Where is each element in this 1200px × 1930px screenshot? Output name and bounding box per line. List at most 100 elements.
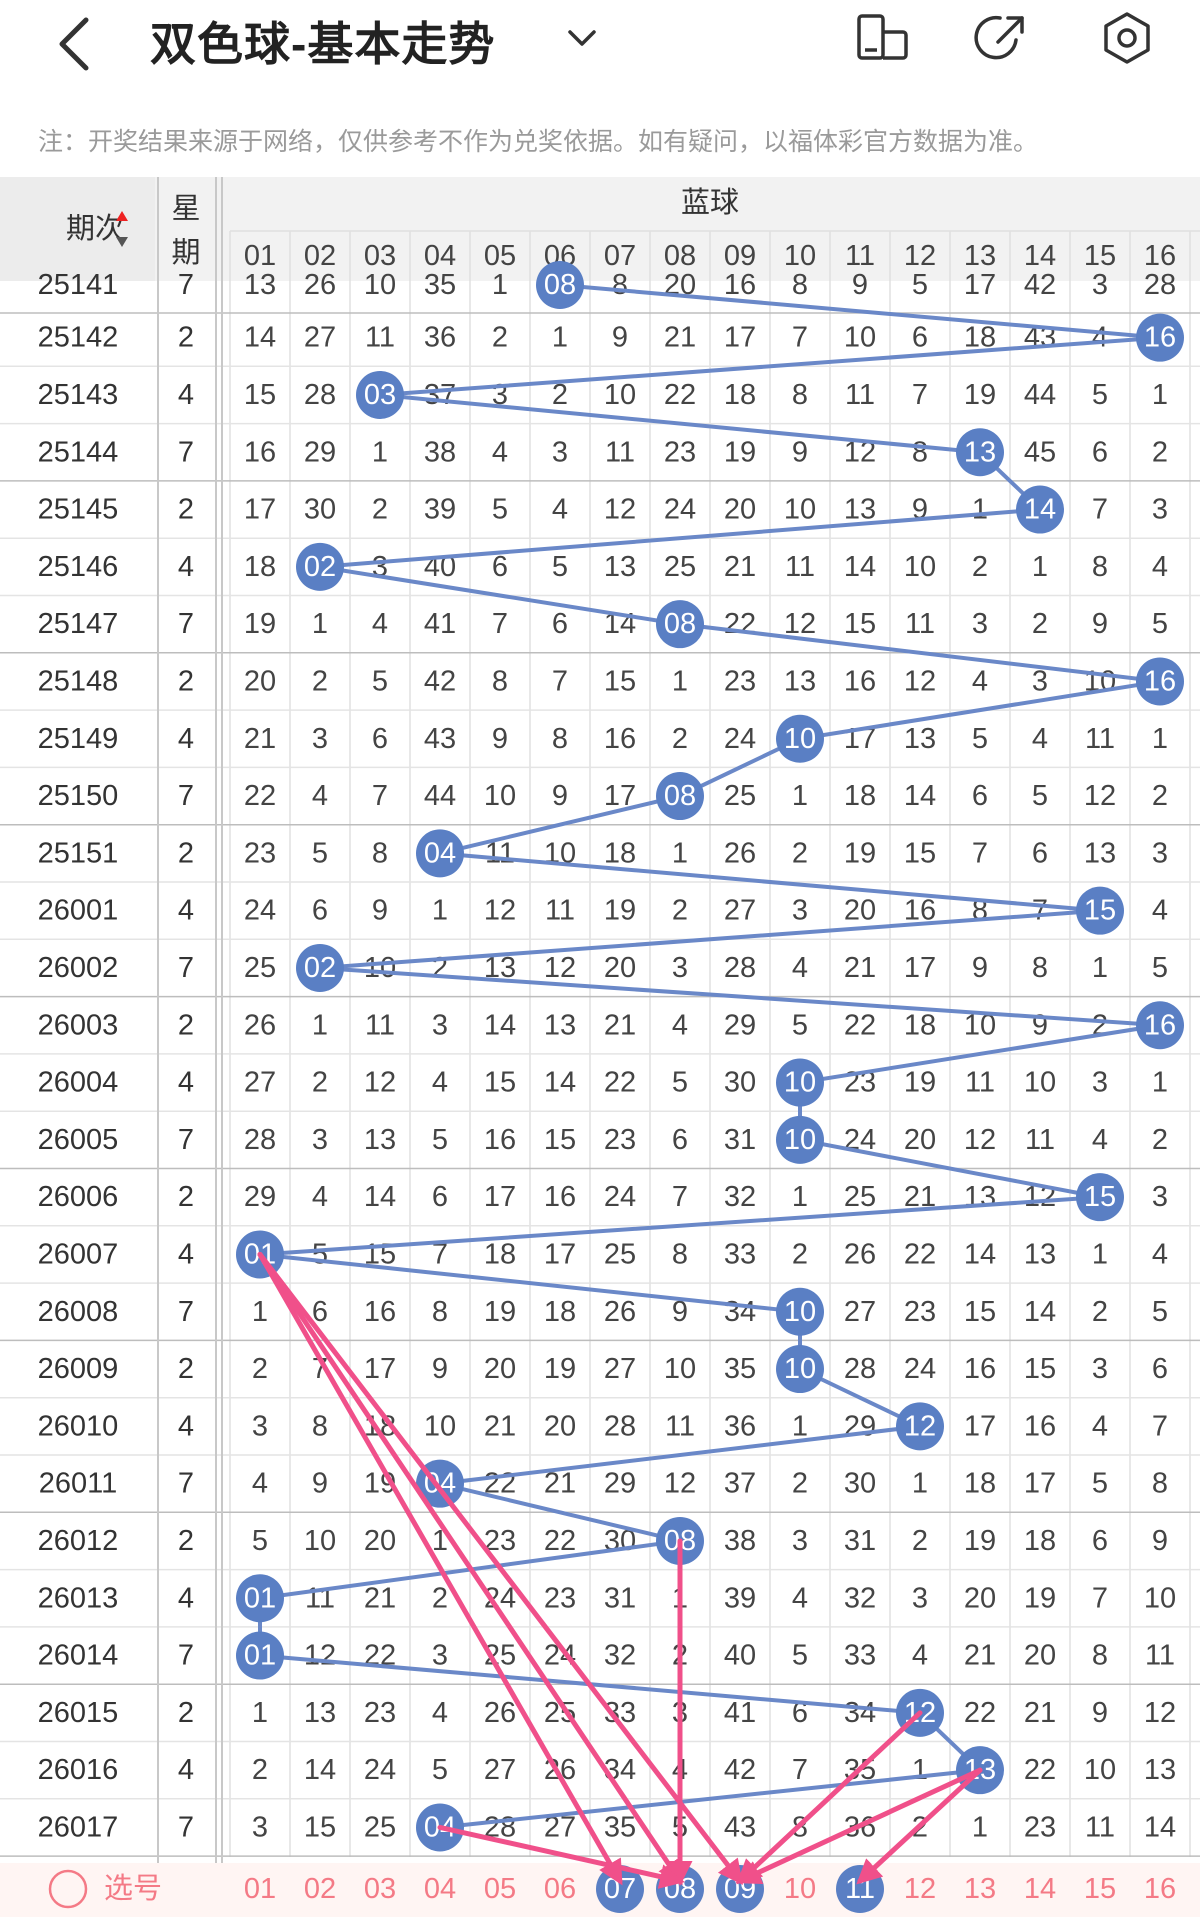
select-number-04[interactable]: 04 [424,1873,456,1905]
miss-cell: 12 [964,1124,996,1156]
miss-cell: 7 [912,379,928,411]
page-title[interactable]: 双色球-基本走势 [150,18,496,70]
issue-cell: 25149 [38,723,119,755]
miss-cell: 17 [904,952,936,984]
miss-cell: 5 [792,1640,808,1672]
miss-cell: 10 [604,379,636,411]
chevron-down-icon[interactable] [562,18,602,58]
miss-cell: 19 [604,895,636,927]
issue-column-header: 期次 [66,212,124,245]
issue-cell: 26013 [38,1582,119,1614]
miss-cell: 33 [724,1238,756,1270]
miss-cell: 2 [972,551,988,583]
miss-cell: 19 [484,1296,516,1328]
miss-cell: 10 [304,1525,336,1557]
miss-cell: 22 [724,608,756,640]
miss-cell: 4 [492,436,508,468]
miss-cell: 9 [1032,1009,1048,1041]
selected-ball-11[interactable]: 11 [836,1865,884,1913]
miss-cell: 18 [244,551,276,583]
miss-cell: 14 [964,1238,996,1270]
miss-cell: 23 [364,1697,396,1729]
blue-ball-number: 16 [1144,1009,1176,1041]
miss-cell: 17 [244,494,276,526]
miss-cell: 12 [544,952,576,984]
select-circle-icon[interactable] [48,1869,88,1909]
miss-cell: 4 [432,1067,448,1099]
miss-cell: 1 [1032,551,1048,583]
select-number-01[interactable]: 01 [244,1873,276,1905]
select-number-02[interactable]: 02 [304,1873,336,1905]
week-cell: 4 [178,1754,194,1786]
share-icon[interactable] [974,10,1030,66]
miss-cell: 10 [664,1353,696,1385]
miss-cell: 32 [724,1181,756,1213]
miss-cell: 22 [544,1525,576,1557]
miss-cell: 16 [844,665,876,697]
select-number-13[interactable]: 13 [964,1873,996,1905]
select-number-14[interactable]: 14 [1024,1873,1056,1905]
back-arrow-icon[interactable] [48,14,108,74]
miss-cell: 8 [792,269,808,301]
miss-cell: 12 [1084,780,1116,812]
miss-cell: 11 [665,1410,695,1442]
miss-cell: 35 [604,1811,636,1843]
miss-cell: 5 [1152,1296,1168,1328]
annotation-arrow [437,1824,685,1889]
blue-ball: 16 [1136,1001,1184,1050]
miss-cell: 3 [792,1525,808,1557]
select-number-06[interactable]: 06 [544,1873,576,1905]
table-row: 26002 7 25 10 2 13 12 20 3 28 4 21 17 9 8 1 5 [38,952,1168,984]
phone-rotate-icon[interactable] [855,10,911,66]
miss-cell: 20 [844,895,876,927]
miss-cell: 38 [724,1525,756,1557]
miss-cell: 24 [604,1181,636,1213]
select-number-15[interactable]: 15 [1084,1873,1116,1905]
miss-cell: 22 [904,1238,936,1270]
miss-cell: 44 [1024,379,1056,411]
miss-cell: 27 [724,895,756,927]
miss-cell: 3 [432,1640,448,1672]
miss-cell: 20 [484,1353,516,1385]
miss-cell: 18 [544,1296,576,1328]
miss-cell: 5 [552,551,568,583]
table-row: 25151 2 23 5 8 11 10 18 1 26 2 19 15 7 6 13 3 [38,837,1168,869]
annotation-arrow [736,1710,923,1885]
miss-cell: 7 [1092,1582,1108,1614]
select-number-12[interactable]: 12 [904,1873,936,1905]
miss-cell: 1 [672,837,688,869]
blue-ball-number: 10 [784,1124,816,1156]
miss-cell: 8 [492,665,508,697]
miss-cell: 5 [492,494,508,526]
miss-cell: 21 [964,1640,996,1672]
miss-cell: 4 [312,780,328,812]
miss-cell: 14 [544,1067,576,1099]
miss-cell: 11 [845,379,875,411]
miss-cell: 1 [312,608,328,640]
settings-icon[interactable] [1099,10,1155,66]
miss-cell: 19 [964,1525,996,1557]
miss-cell: 20 [904,1124,936,1156]
blue-ball: 10 [776,1287,824,1336]
select-number-10[interactable]: 10 [784,1873,816,1905]
miss-cell: 1 [252,1697,268,1729]
select-number-03[interactable]: 03 [364,1873,396,1905]
miss-cell: 10 [904,551,936,583]
select-number-05[interactable]: 05 [484,1873,516,1905]
select-number-16[interactable]: 16 [1144,1873,1176,1905]
miss-cell: 26 [844,1238,876,1270]
miss-cell: 26 [724,837,756,869]
miss-cell: 8 [1152,1468,1168,1500]
issue-cell: 26009 [38,1353,119,1385]
column-number-04: 04 [424,240,456,272]
miss-cell: 8 [1092,1640,1108,1672]
miss-cell: 8 [312,1410,328,1442]
week-cell: 2 [178,837,194,869]
miss-cell: 7 [972,837,988,869]
miss-cell: 2 [312,665,328,697]
week-cell: 7 [178,780,194,812]
miss-cell: 24 [364,1754,396,1786]
week-cell: 2 [178,1181,194,1213]
miss-cell: 16 [1024,1410,1056,1442]
